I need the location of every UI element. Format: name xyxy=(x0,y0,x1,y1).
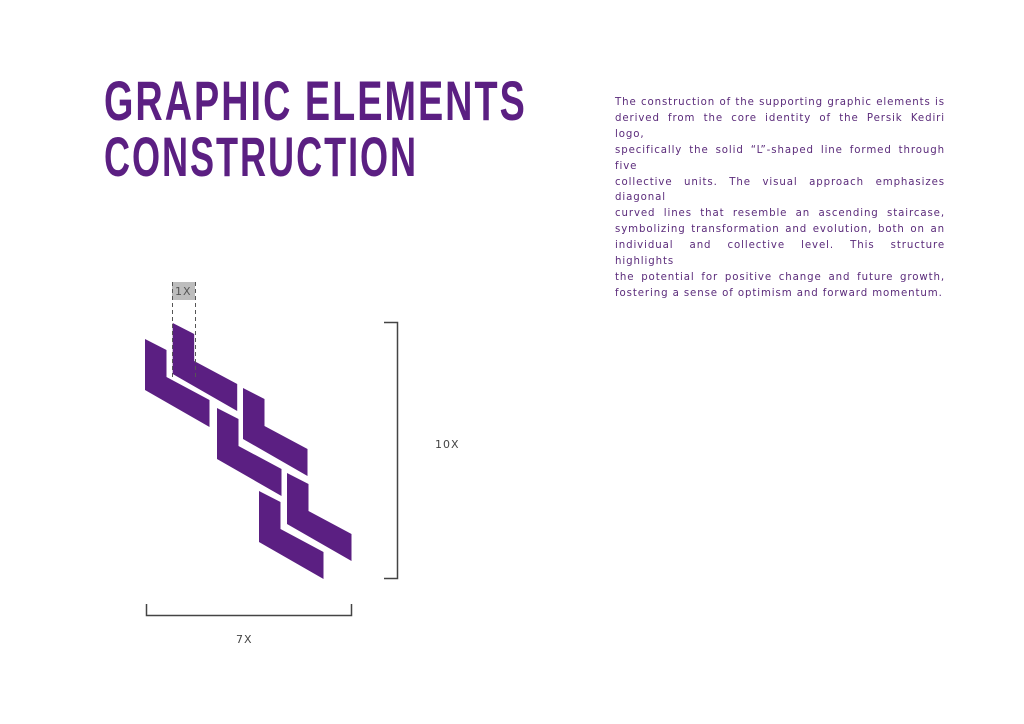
l-shape-unit xyxy=(243,388,308,476)
l-shapes xyxy=(145,323,352,579)
page-title: GRAPHIC ELEMENTS CONSTRUCTION xyxy=(104,73,544,185)
l-shape-unit xyxy=(172,323,238,411)
description-line: The construction of the supporting graph… xyxy=(615,97,945,108)
description-line: the potential for positive change and fu… xyxy=(615,271,945,283)
description-line: derived from the core identity of the Pe… xyxy=(615,112,945,140)
l-shape-unit xyxy=(259,491,324,579)
description-paragraph: The construction of the supporting graph… xyxy=(615,95,945,302)
l-shape-unit xyxy=(145,339,210,427)
width-bracket xyxy=(145,604,353,617)
description-line: curved lines that resemble an ascending … xyxy=(615,208,945,220)
title-line-1: GRAPHIC ELEMENTS xyxy=(104,69,527,132)
height-bracket xyxy=(384,321,399,580)
width-label: 7X xyxy=(236,633,253,646)
description-line: collective units. The visual approach em… xyxy=(615,176,945,204)
description-line: fostering a sense of optimism and forwar… xyxy=(615,287,943,299)
unit-box xyxy=(172,282,195,300)
unit-label: 1X xyxy=(175,285,192,298)
l-shape-unit xyxy=(287,473,352,561)
description-line: individual and collective level. This st… xyxy=(615,240,945,268)
title-line-2: CONSTRUCTION xyxy=(104,125,419,188)
description-line: specifically the solid “L”-shaped line f… xyxy=(615,144,945,172)
l-shape-unit xyxy=(217,408,282,496)
height-label: 10X xyxy=(435,438,460,451)
description-line: symbolizing transformation and evolution… xyxy=(615,224,945,236)
